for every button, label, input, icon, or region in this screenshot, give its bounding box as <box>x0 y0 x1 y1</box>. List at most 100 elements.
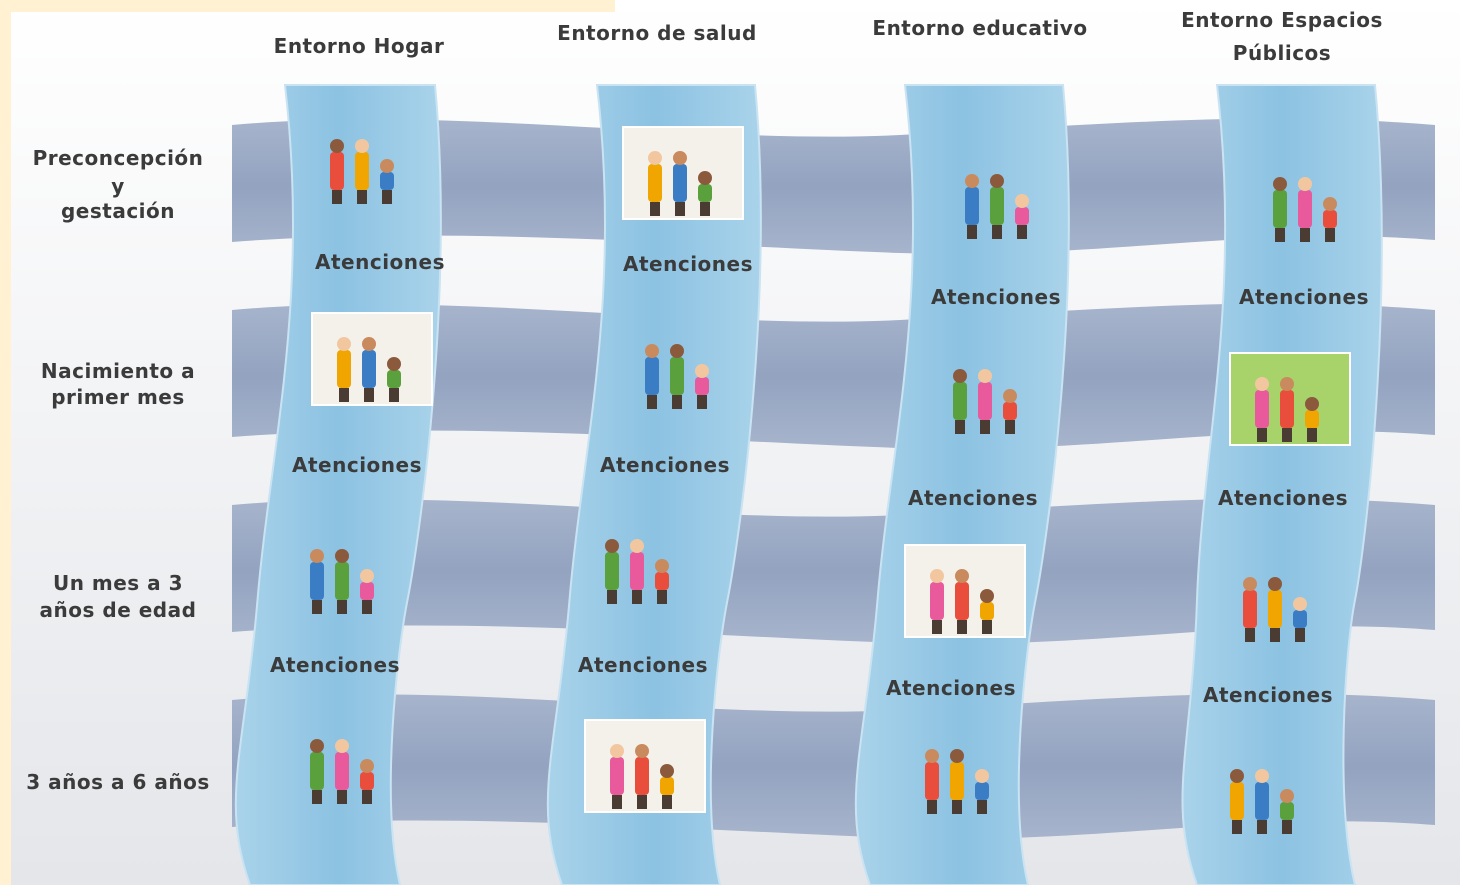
row-label: Nacimiento a <box>41 359 195 383</box>
row-label: años de edad <box>40 598 197 622</box>
figure-legs <box>357 190 367 204</box>
figure-head <box>955 569 969 583</box>
figure-legs <box>312 790 322 804</box>
figure-head <box>1298 177 1312 191</box>
figure-legs <box>637 795 647 809</box>
figure-head <box>330 139 344 153</box>
figure-head <box>1305 397 1319 411</box>
figure-body <box>355 152 369 190</box>
figure-legs <box>952 800 962 814</box>
figure-legs <box>980 420 990 434</box>
figure-body <box>1273 190 1287 228</box>
figure-legs <box>337 600 347 614</box>
figure-legs <box>957 620 967 634</box>
figure-body <box>655 572 669 590</box>
figure-legs <box>1245 628 1255 642</box>
figure-head <box>925 749 939 763</box>
figure-legs <box>1257 428 1267 442</box>
figure-head <box>360 569 374 583</box>
figure-head <box>335 549 349 563</box>
figure-legs <box>362 600 372 614</box>
figure-head <box>387 357 401 371</box>
figure-body <box>950 762 964 800</box>
figure-head <box>1280 789 1294 803</box>
figure-legs <box>1282 820 1292 834</box>
figure-body <box>1280 802 1294 820</box>
row-label: 3 años a 6 años <box>26 770 209 794</box>
figure-body <box>965 187 979 225</box>
figure-body <box>337 350 351 388</box>
figure-legs <box>955 420 965 434</box>
figure-legs <box>675 202 685 216</box>
figure-body <box>955 582 969 620</box>
figure-body <box>695 377 709 395</box>
figure-body <box>387 370 401 388</box>
figure-head <box>635 744 649 758</box>
figure-body <box>978 382 992 420</box>
figure-body <box>330 152 344 190</box>
attention-label: Atenciones <box>908 486 1038 510</box>
row-label: y <box>111 174 125 198</box>
row-band <box>232 498 1435 644</box>
figure-legs <box>1270 628 1280 642</box>
figure-head <box>1273 177 1287 191</box>
attention-label: Atenciones <box>931 285 1061 309</box>
row-label: Preconcepción <box>33 146 204 170</box>
figure-legs <box>650 202 660 216</box>
figure-legs <box>632 590 642 604</box>
figure-legs <box>932 620 942 634</box>
top-strip <box>0 0 615 12</box>
figure-head <box>660 764 674 778</box>
figure-head <box>355 139 369 153</box>
figure-legs <box>389 388 399 402</box>
figure-head <box>1230 769 1244 783</box>
figure-legs <box>332 190 342 204</box>
figure-body <box>953 382 967 420</box>
figure-legs <box>1325 228 1335 242</box>
figure-legs <box>992 225 1002 239</box>
attention-label: Atenciones <box>623 252 753 276</box>
figure-body <box>1255 782 1269 820</box>
figure-head <box>1255 377 1269 391</box>
figure-body <box>610 757 624 795</box>
column-header: Entorno de salud <box>557 21 757 45</box>
figure-body <box>1268 590 1282 628</box>
row-label: Un mes a 3 <box>53 571 183 595</box>
figure-legs <box>1257 820 1267 834</box>
figure-legs <box>647 395 657 409</box>
figure-legs <box>362 790 372 804</box>
figure-head <box>965 174 979 188</box>
figure-head <box>648 151 662 165</box>
row-band <box>232 118 1435 254</box>
figure-body <box>635 757 649 795</box>
figure-head <box>698 171 712 185</box>
figure-legs <box>977 800 987 814</box>
column-header: Entorno educativo <box>872 16 1087 40</box>
figure-head <box>1003 389 1017 403</box>
figure-body <box>1293 610 1307 628</box>
figure-head <box>360 759 374 773</box>
row-band <box>232 303 1435 449</box>
column-header: Públicos <box>1233 41 1331 65</box>
figure-body <box>930 582 944 620</box>
figure-head <box>978 369 992 383</box>
figure-body <box>660 777 674 795</box>
figure-legs <box>982 620 992 634</box>
figure-legs <box>382 190 392 204</box>
figure-body <box>980 602 994 620</box>
figure-head <box>950 749 964 763</box>
figure-legs <box>927 800 937 814</box>
figure-head <box>380 159 394 173</box>
figure-head <box>1323 197 1337 211</box>
figure-body <box>1298 190 1312 228</box>
figure-body <box>362 350 376 388</box>
figure-body <box>335 752 349 790</box>
figure-body <box>925 762 939 800</box>
attention-label: Atenciones <box>578 653 708 677</box>
figure-head <box>1293 597 1307 611</box>
attention-label: Atenciones <box>1218 486 1348 510</box>
figure-head <box>975 769 989 783</box>
figure-head <box>1015 194 1029 208</box>
figure-body <box>648 164 662 202</box>
row-label: primer mes <box>51 385 185 409</box>
